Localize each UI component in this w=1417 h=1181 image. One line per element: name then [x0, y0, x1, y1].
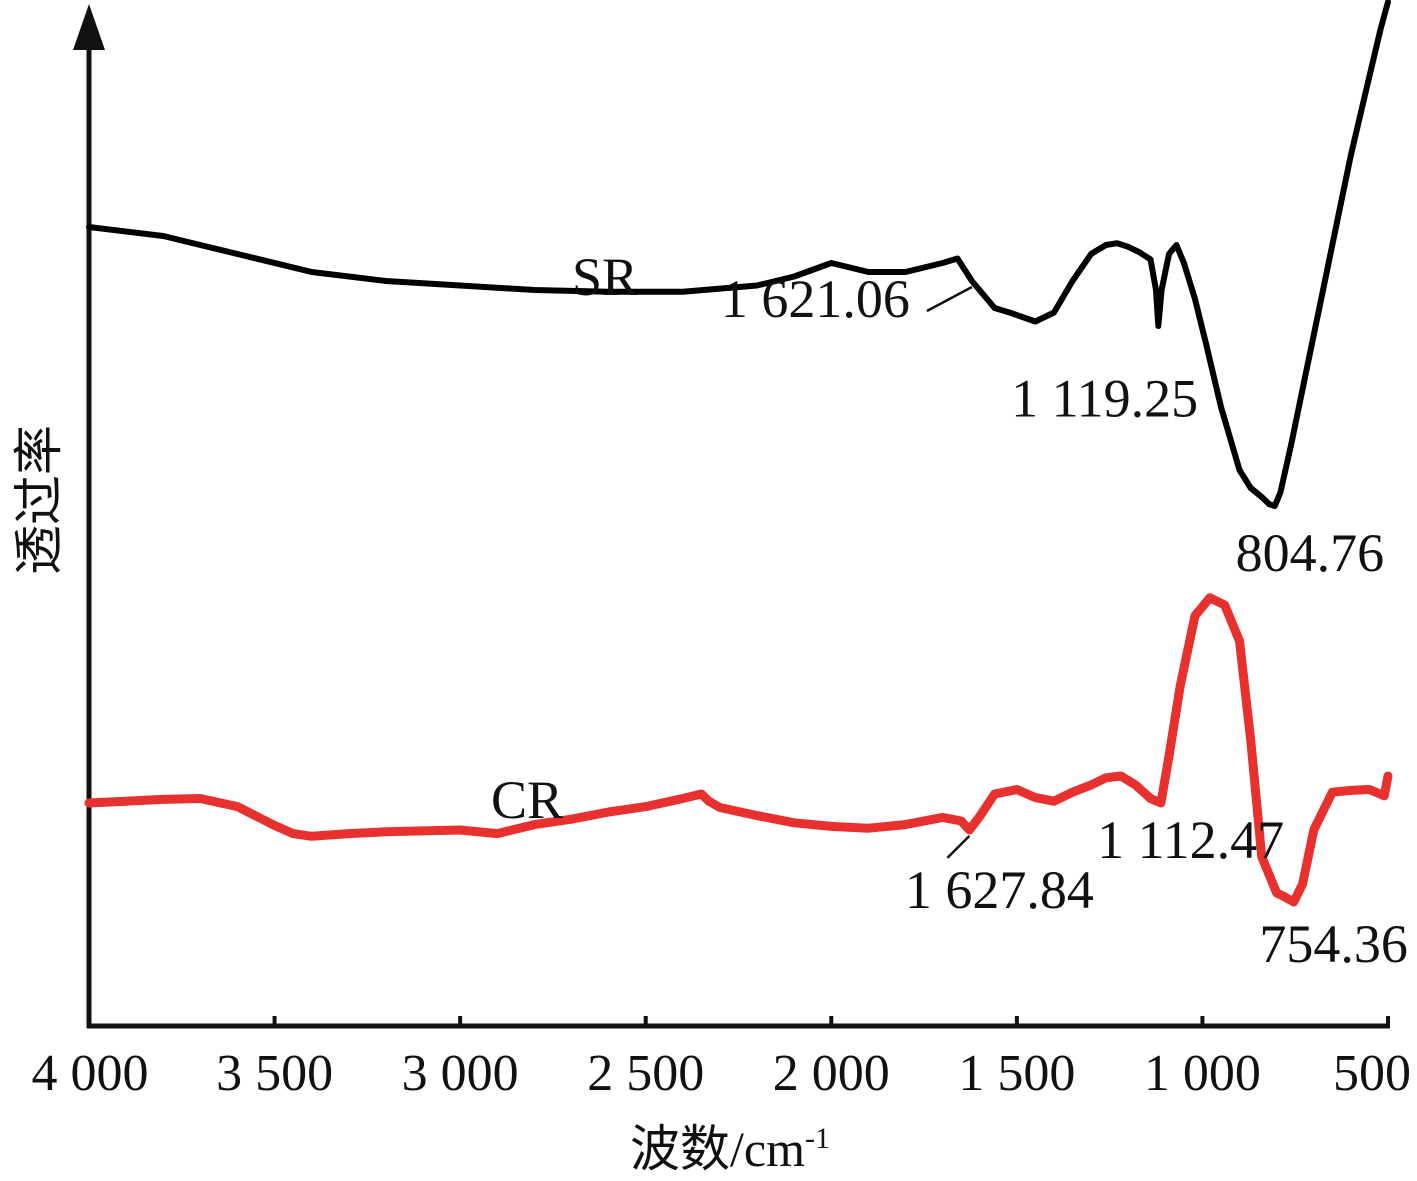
series-label-cr: CR	[491, 770, 563, 830]
x-axis-label-text: 波数/cm	[630, 1121, 805, 1177]
peak-label: 1 621.06	[721, 269, 910, 329]
peak-leader-line	[946, 835, 971, 859]
x-axis-label-exponent: -1	[805, 1122, 830, 1155]
x-tick-label: 3 500	[216, 1045, 333, 1102]
x-tick-label: 500	[1333, 1045, 1411, 1102]
x-tick-label: 1 500	[958, 1045, 1075, 1102]
y-axis-label: 透过率	[11, 425, 67, 575]
x-tick-label: 2 500	[587, 1045, 704, 1102]
x-tick-label: 4 000	[32, 1045, 149, 1102]
peak-label: 754.36	[1259, 914, 1408, 974]
series-layer	[84, 0, 1393, 907]
peak-label: 1 627.84	[905, 860, 1094, 920]
peak-leader-line	[926, 285, 973, 313]
labels-layer: SR 1 621.06 1 119.25 804.76 CR 1 627.841 112.…	[491, 247, 1408, 974]
y-axis-arrow-icon	[73, 4, 105, 50]
peak-label: 1 112.47	[1097, 810, 1284, 870]
peak-label: 1 119.25	[1011, 369, 1198, 429]
series-line-sr	[86, 0, 1391, 509]
x-axis-label: 波数/cm-1	[630, 1121, 830, 1177]
peak-label: 804.76	[1236, 523, 1385, 583]
series-label-sr: SR	[572, 247, 638, 307]
x-tick-label: 2 000	[773, 1045, 890, 1102]
x-ticks: 4 000 3 500 3 000 2 500 2 000 1 500 1 000 500	[32, 1016, 1411, 1102]
series-line-cr	[84, 593, 1393, 907]
x-tick-label: 1 000	[1144, 1045, 1261, 1102]
x-tick-label: 3 000	[402, 1045, 519, 1102]
